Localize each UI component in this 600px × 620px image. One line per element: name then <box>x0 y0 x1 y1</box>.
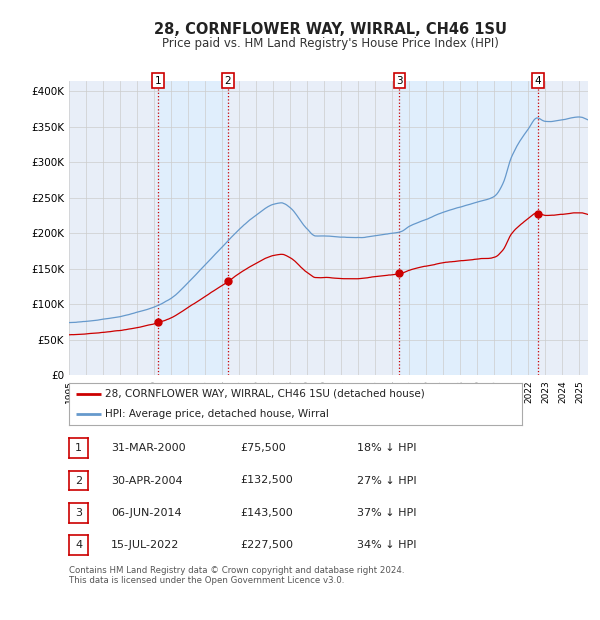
Text: 27% ↓ HPI: 27% ↓ HPI <box>357 476 416 485</box>
Text: Price paid vs. HM Land Registry's House Price Index (HPI): Price paid vs. HM Land Registry's House … <box>161 37 499 50</box>
Bar <box>158 81 228 375</box>
Text: 3: 3 <box>75 508 82 518</box>
Bar <box>400 81 538 375</box>
Text: 1: 1 <box>75 443 82 453</box>
Text: 15-JUL-2022: 15-JUL-2022 <box>111 540 179 550</box>
Text: 37% ↓ HPI: 37% ↓ HPI <box>357 508 416 518</box>
Text: 28, CORNFLOWER WAY, WIRRAL, CH46 1SU: 28, CORNFLOWER WAY, WIRRAL, CH46 1SU <box>154 22 506 37</box>
Text: 31-MAR-2000: 31-MAR-2000 <box>111 443 185 453</box>
Text: 28, CORNFLOWER WAY, WIRRAL, CH46 1SU (detached house): 28, CORNFLOWER WAY, WIRRAL, CH46 1SU (de… <box>105 389 425 399</box>
Text: 2: 2 <box>224 76 231 86</box>
Text: £227,500: £227,500 <box>240 540 293 550</box>
Text: Contains HM Land Registry data © Crown copyright and database right 2024.
This d: Contains HM Land Registry data © Crown c… <box>69 566 404 585</box>
Text: 34% ↓ HPI: 34% ↓ HPI <box>357 540 416 550</box>
Text: 1: 1 <box>155 76 161 86</box>
Text: HPI: Average price, detached house, Wirral: HPI: Average price, detached house, Wirr… <box>105 409 329 419</box>
Text: 3: 3 <box>396 76 403 86</box>
Text: 18% ↓ HPI: 18% ↓ HPI <box>357 443 416 453</box>
Text: 06-JUN-2014: 06-JUN-2014 <box>111 508 182 518</box>
Text: £143,500: £143,500 <box>240 508 293 518</box>
Text: 30-APR-2004: 30-APR-2004 <box>111 476 182 485</box>
Text: £75,500: £75,500 <box>240 443 286 453</box>
Text: 4: 4 <box>535 76 541 86</box>
Text: £132,500: £132,500 <box>240 476 293 485</box>
Text: 2: 2 <box>75 476 82 485</box>
Text: 4: 4 <box>75 540 82 550</box>
